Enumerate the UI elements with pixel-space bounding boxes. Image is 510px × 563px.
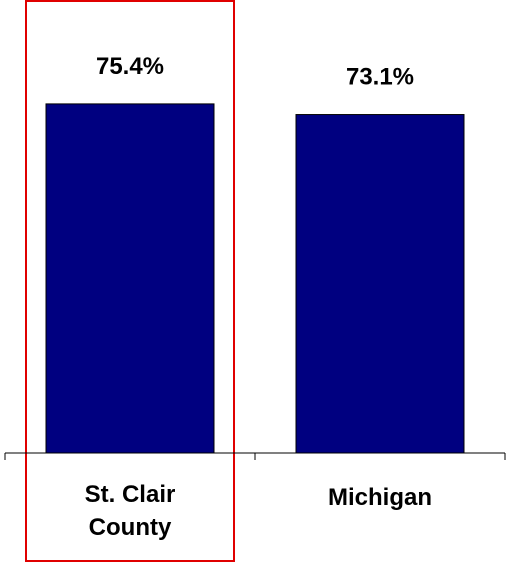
data-label: 73.1% xyxy=(346,64,414,91)
bar xyxy=(295,114,465,454)
x-tick-label: Michigan xyxy=(327,484,432,511)
data-label: 75.4% xyxy=(96,53,164,80)
x-tick-label: St. Clair County xyxy=(84,481,176,541)
bar xyxy=(45,103,215,454)
highlight-box xyxy=(25,0,235,562)
